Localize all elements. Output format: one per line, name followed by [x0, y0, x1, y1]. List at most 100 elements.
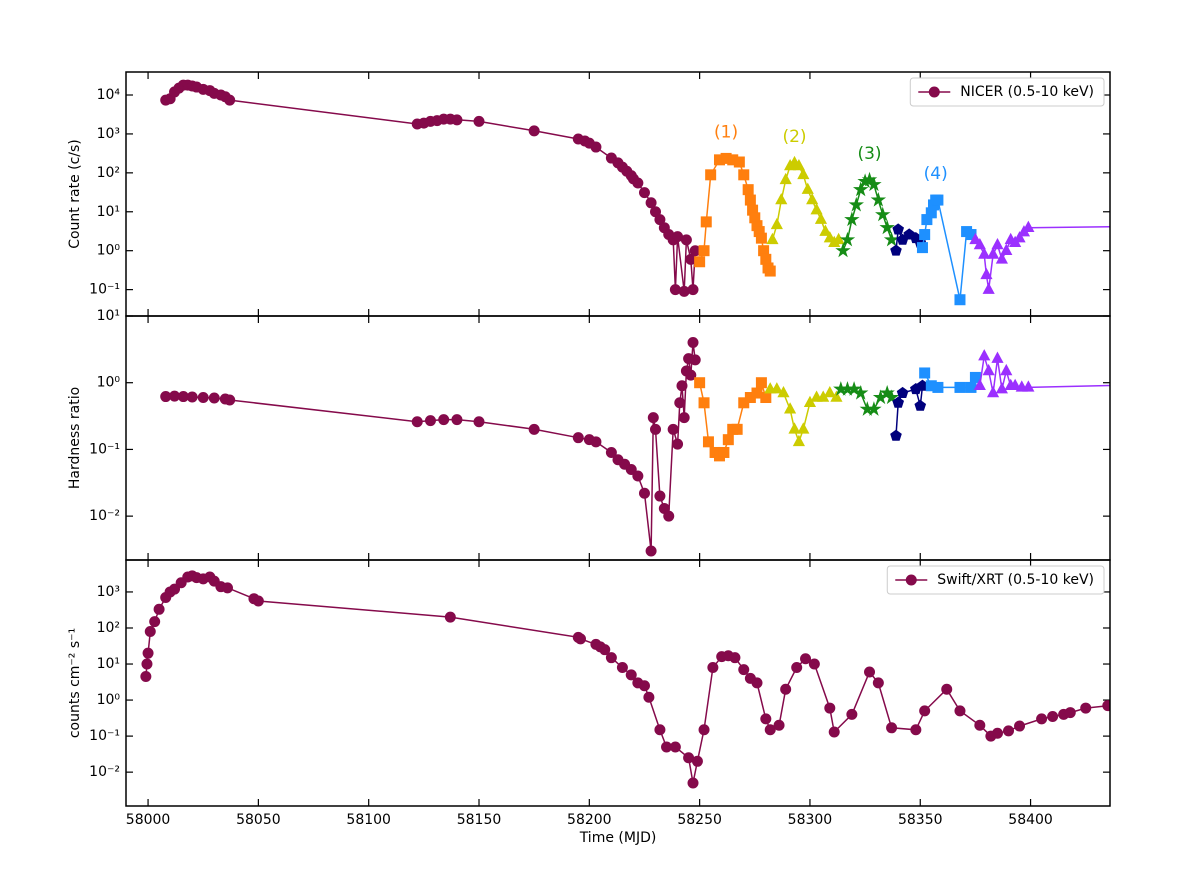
- marker: [832, 232, 845, 245]
- marker: [932, 381, 944, 393]
- axes-frame: [125, 559, 1111, 807]
- x-tick-label: 58400: [1008, 812, 1053, 828]
- marker: [852, 181, 869, 197]
- marker: [870, 191, 887, 207]
- series-line: [165, 342, 696, 552]
- marker: [788, 422, 801, 434]
- marker: [141, 658, 153, 670]
- marker: [473, 416, 485, 428]
- y-tick-label: 10¹: [97, 656, 120, 672]
- marker: [698, 245, 710, 257]
- marker: [890, 429, 902, 441]
- marker: [528, 423, 540, 435]
- marker: [770, 217, 783, 230]
- marker: [1009, 378, 1022, 391]
- marker: [819, 224, 832, 236]
- marker: [654, 490, 666, 502]
- x-tick-label: 58000: [126, 812, 171, 828]
- marker: [760, 713, 772, 725]
- marker: [647, 412, 659, 424]
- y-tick-label: 10⁰: [97, 243, 121, 259]
- marker: [823, 385, 836, 398]
- marker: [694, 377, 706, 389]
- marker: [676, 380, 688, 392]
- marker: [654, 724, 666, 736]
- marker: [986, 385, 1000, 398]
- y-tick-label: 10⁻¹: [89, 282, 120, 298]
- y-tick-label: 10¹: [97, 204, 120, 220]
- marker: [605, 652, 617, 664]
- marker: [733, 156, 745, 168]
- marker: [965, 381, 977, 393]
- annotation: (4): [924, 164, 948, 184]
- marker: [1014, 720, 1026, 732]
- marker: [221, 582, 233, 594]
- marker: [632, 177, 644, 189]
- y-tick-label: 10⁻²: [89, 508, 120, 524]
- marker: [1047, 710, 1059, 722]
- marker: [208, 392, 220, 404]
- marker: [846, 381, 862, 396]
- marker: [722, 434, 734, 446]
- marker: [1036, 713, 1048, 725]
- marker: [667, 423, 679, 435]
- x-tick-label: 58100: [346, 812, 391, 828]
- marker: [572, 432, 584, 444]
- marker: [879, 219, 895, 235]
- marker: [574, 633, 586, 645]
- marker: [1136, 220, 1147, 230]
- marker: [674, 397, 686, 409]
- marker: [599, 644, 611, 656]
- marker: [764, 265, 776, 277]
- marker: [224, 394, 236, 406]
- marker: [864, 666, 876, 678]
- marker: [846, 708, 858, 720]
- marker: [866, 176, 882, 192]
- marker: [689, 354, 701, 366]
- marker: [932, 194, 944, 206]
- marker: [1013, 231, 1026, 243]
- y-tick-label: 10¹: [97, 308, 120, 324]
- marker: [1000, 243, 1013, 255]
- marker: [797, 167, 810, 180]
- plot-area: [140, 570, 1110, 789]
- marker: [528, 125, 540, 137]
- marker: [738, 664, 750, 676]
- marker: [698, 724, 710, 736]
- marker: [451, 414, 463, 426]
- marker: [645, 197, 657, 209]
- marker: [705, 169, 717, 181]
- marker: [672, 438, 684, 450]
- marker: [718, 446, 730, 458]
- marker: [638, 680, 650, 692]
- marker: [791, 662, 803, 674]
- marker: [669, 284, 681, 296]
- marker: [954, 294, 966, 306]
- plot-area: [160, 337, 1147, 557]
- marker: [896, 386, 909, 398]
- marker: [1136, 379, 1147, 389]
- marker: [751, 677, 763, 689]
- marker: [905, 574, 917, 586]
- marker: [941, 683, 953, 695]
- marker: [687, 777, 699, 789]
- marker: [890, 244, 902, 256]
- marker: [892, 396, 905, 408]
- marker: [616, 662, 628, 674]
- marker: [872, 677, 884, 689]
- marker: [806, 193, 819, 205]
- marker: [828, 726, 840, 738]
- marker: [144, 625, 156, 637]
- marker: [814, 212, 828, 224]
- y-tick-label: 10⁻²: [89, 764, 120, 780]
- marker: [744, 194, 756, 206]
- marker: [986, 247, 1000, 259]
- marker: [1000, 363, 1013, 376]
- marker: [991, 237, 1004, 250]
- marker: [973, 378, 986, 391]
- marker: [780, 683, 792, 695]
- marker: [252, 595, 264, 607]
- y-axis-label: counts cm⁻² s⁻¹: [67, 628, 83, 738]
